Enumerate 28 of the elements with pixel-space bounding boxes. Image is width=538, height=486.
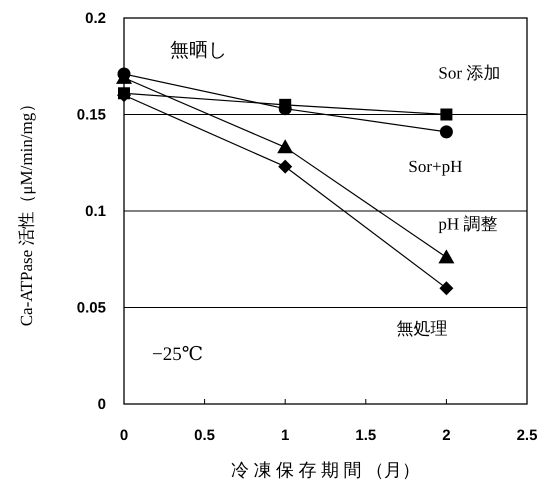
x-tick-label: 1 <box>281 427 290 444</box>
point <box>439 281 454 296</box>
point <box>118 87 130 100</box>
point <box>440 125 453 138</box>
x-tick-label: 0 <box>120 427 128 444</box>
series-label: 無処理 <box>396 319 448 338</box>
point <box>440 108 452 120</box>
x-tick-label: 2 <box>442 427 451 444</box>
point <box>118 67 130 80</box>
y-axis-title: Ca-ATPase 活性（μM/min/mg） <box>17 96 36 326</box>
point <box>279 98 292 111</box>
y-tick-label: 0 <box>98 396 106 413</box>
point <box>277 139 294 154</box>
annotation: −25℃ <box>152 344 203 365</box>
y-tick-label: 0.05 <box>76 300 106 316</box>
x-tick-label: 2.5 <box>516 427 538 444</box>
point <box>278 160 292 174</box>
x-tick-label: 0.5 <box>194 427 216 444</box>
series-label: Sor 添加 <box>438 64 500 82</box>
annotation: 無晒し <box>170 40 227 61</box>
y-tick-label: 0.2 <box>85 10 106 27</box>
y-tick-label: 0.15 <box>76 106 106 124</box>
y-tick-label: 0.1 <box>85 203 106 220</box>
series-label: pH 調整 <box>438 214 498 234</box>
x-axis-title: 冷 凍 保 存 期 間 （月） <box>231 460 420 480</box>
point <box>438 249 454 264</box>
series-label: Sor+pH <box>408 156 462 176</box>
x-tick-label: 1.5 <box>355 427 376 444</box>
